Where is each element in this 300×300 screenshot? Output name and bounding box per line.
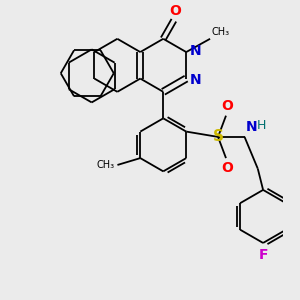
- Text: N: N: [246, 120, 257, 134]
- Text: H: H: [256, 118, 266, 132]
- Text: F: F: [258, 248, 268, 262]
- Text: N: N: [190, 44, 202, 58]
- Text: O: O: [221, 161, 233, 175]
- Text: S: S: [212, 129, 224, 144]
- Text: N: N: [190, 73, 202, 87]
- Text: O: O: [221, 99, 233, 113]
- Text: CH₃: CH₃: [212, 28, 230, 38]
- Text: CH₃: CH₃: [97, 160, 115, 170]
- Text: O: O: [169, 4, 181, 18]
